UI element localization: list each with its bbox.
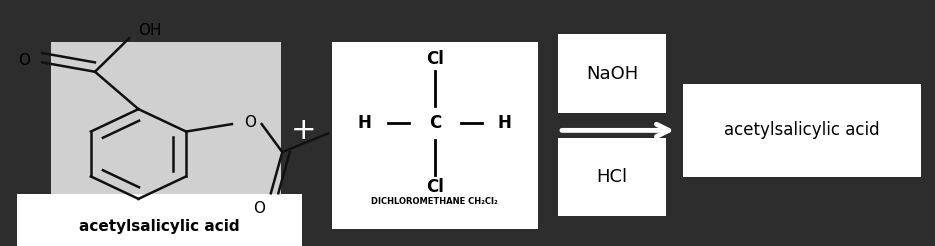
Bar [17, 194, 302, 246]
Text: O: O [253, 201, 266, 216]
Text: NaOH: NaOH [586, 65, 638, 83]
Text: O: O [244, 115, 256, 130]
Text: Cl: Cl [425, 178, 444, 196]
Text: H: H [498, 114, 511, 132]
Bar [51, 42, 280, 229]
Text: acetylsalicylic acid: acetylsalicylic acid [724, 121, 880, 139]
Text: acetylsalicylic acid: acetylsalicylic acid [79, 219, 239, 234]
Bar [332, 42, 538, 229]
Text: O: O [18, 53, 30, 68]
Text: C: C [428, 114, 441, 132]
Text: Cl: Cl [425, 50, 444, 68]
Bar [558, 138, 666, 216]
Text: HCl: HCl [597, 168, 627, 186]
Text: +: + [291, 116, 317, 145]
Text: H: H [358, 114, 371, 132]
Bar [558, 34, 666, 113]
Bar [683, 84, 921, 177]
Text: OH: OH [138, 23, 162, 38]
Text: DICHLOROMETHANE CH₂Cl₂: DICHLOROMETHANE CH₂Cl₂ [371, 197, 498, 206]
